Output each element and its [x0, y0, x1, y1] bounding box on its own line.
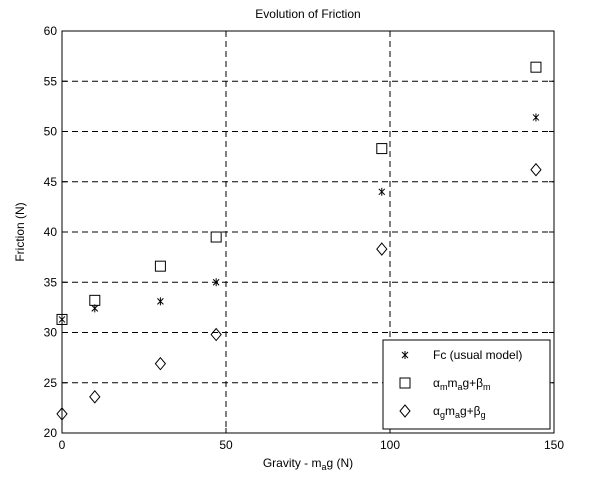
- y-tick-label: 50: [44, 125, 58, 139]
- x-tick-label: 0: [59, 438, 66, 452]
- y-tick-label: 20: [44, 426, 58, 440]
- data-point-square: [210, 231, 222, 243]
- y-tick-label: 30: [44, 326, 58, 340]
- plot-frame: [61, 30, 555, 434]
- data-point-square: [530, 61, 542, 73]
- data-point-diamond: [376, 242, 388, 256]
- chart-title: Evolution of Friction: [255, 7, 360, 21]
- data-point-diamond: [89, 390, 101, 404]
- legend-entry-label: αgmag+βg: [433, 404, 486, 420]
- x-tick-label: 150: [544, 438, 564, 452]
- legend-box: [382, 339, 551, 430]
- data-point-asterisk: [532, 113, 540, 122]
- data-point-diamond: [210, 327, 222, 342]
- y-axis-label: Friction (N): [13, 202, 27, 261]
- legend: Fc (usual model) αmmag+βm αgmag+βg: [382, 339, 551, 430]
- y-tick-label: 40: [44, 225, 58, 239]
- x-axis-label-subscript: a: [321, 462, 326, 472]
- tick-labels: 20 25 30 35 40 45 50 55 60 0 50 100 150: [44, 24, 565, 452]
- legend-marker-asterisk: [401, 351, 409, 359]
- x-tick-label: 100: [380, 438, 400, 452]
- legend-marker-square: [399, 377, 411, 389]
- x-axis-label-main: Gravity - m: [263, 456, 322, 470]
- x-axis-label-tail: g (N): [327, 456, 354, 470]
- data-point-square: [376, 143, 388, 155]
- x-axis-label: Gravity - mag (N): [263, 456, 353, 472]
- data-point-diamond: [154, 356, 167, 371]
- data-point-diamond: [530, 162, 542, 177]
- legend-marker-diamond: [399, 404, 411, 418]
- data-point-square: [154, 260, 166, 272]
- legend-entry-label: Fc (usual model): [433, 348, 522, 362]
- y-tick-label: 60: [44, 24, 58, 38]
- data-point-square: [89, 294, 101, 306]
- x-tick-label: 50: [219, 438, 233, 452]
- legend-entry-label: αmmag+βm: [433, 376, 491, 392]
- data-point-asterisk: [212, 278, 220, 287]
- data-point-asterisk: [378, 187, 386, 196]
- y-tick-label: 35: [44, 275, 58, 289]
- y-tick-label: 25: [44, 376, 58, 390]
- y-tick-label: 45: [44, 175, 58, 189]
- y-tick-label: 55: [44, 74, 58, 88]
- data-point-asterisk: [157, 297, 164, 306]
